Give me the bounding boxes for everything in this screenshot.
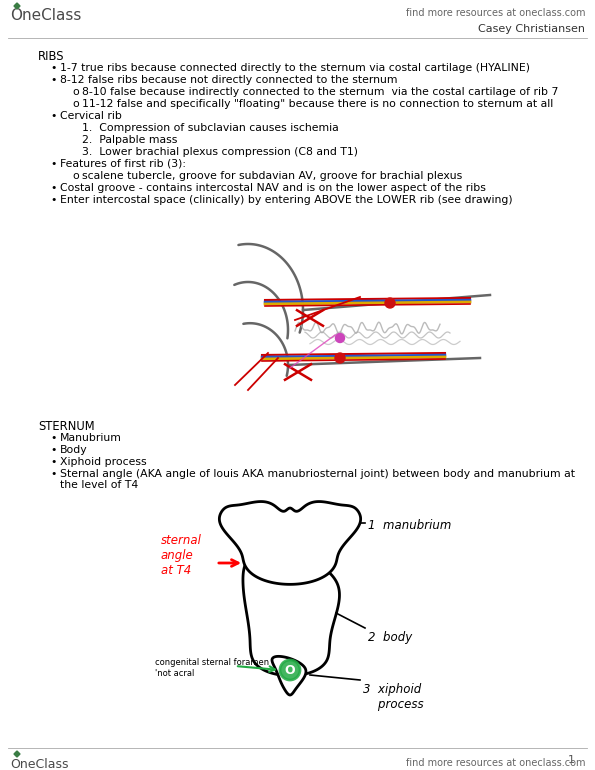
Text: find more resources at oneclass.com: find more resources at oneclass.com <box>406 8 585 18</box>
Text: o: o <box>72 87 79 97</box>
Text: Xiphoid process: Xiphoid process <box>60 457 146 467</box>
Text: 11-12 false and specifically "floating" because there is no connection to sternu: 11-12 false and specifically "floating" … <box>82 99 553 109</box>
Text: •: • <box>50 469 57 479</box>
Text: o: o <box>72 99 79 109</box>
Text: Costal groove - contains intercostal NAV and is on the lower aspect of the ribs: Costal groove - contains intercostal NAV… <box>60 183 486 193</box>
Polygon shape <box>14 751 20 757</box>
Text: OneClass: OneClass <box>10 758 68 770</box>
Text: 8-10 false because indirectly connected to the sternum  via the costal cartilage: 8-10 false because indirectly connected … <box>82 87 558 97</box>
Polygon shape <box>243 551 340 675</box>
Polygon shape <box>14 3 20 9</box>
Text: Manubrium: Manubrium <box>60 433 122 443</box>
Text: sternal
angle
at T4: sternal angle at T4 <box>161 534 202 577</box>
Circle shape <box>335 353 345 363</box>
Circle shape <box>280 660 300 680</box>
Circle shape <box>385 298 395 308</box>
Text: congenital sternal foramen
'not acral: congenital sternal foramen 'not acral <box>155 658 269 678</box>
Text: 1.  Compression of subclavian causes ischemia: 1. Compression of subclavian causes isch… <box>82 123 339 133</box>
Text: Enter intercostal space (clinically) by entering ABOVE the LOWER rib (see drawin: Enter intercostal space (clinically) by … <box>60 195 513 205</box>
Text: scalene tubercle, groove for subdavian AV, groove for brachial plexus: scalene tubercle, groove for subdavian A… <box>82 171 462 181</box>
Text: •: • <box>50 75 57 85</box>
Text: •: • <box>50 63 57 73</box>
Text: 1-7 true ribs because connected directly to the sternum via costal cartilage (HY: 1-7 true ribs because connected directly… <box>60 63 530 73</box>
Text: RIBS: RIBS <box>38 50 64 63</box>
Text: 2.  Palpable mass: 2. Palpable mass <box>82 135 177 145</box>
Text: the level of T4: the level of T4 <box>60 480 138 490</box>
Text: •: • <box>50 183 57 193</box>
Text: STERNUM: STERNUM <box>38 420 95 433</box>
Text: 8-12 false ribs because not directly connected to the sternum: 8-12 false ribs because not directly con… <box>60 75 397 85</box>
Text: Body: Body <box>60 445 87 455</box>
Text: OneClass: OneClass <box>10 8 82 23</box>
Text: 1: 1 <box>568 755 575 765</box>
Text: •: • <box>50 111 57 121</box>
Circle shape <box>336 333 345 343</box>
Text: 2  body: 2 body <box>368 631 412 644</box>
Text: •: • <box>50 159 57 169</box>
Text: o: o <box>72 171 79 181</box>
Text: •: • <box>50 445 57 455</box>
Text: 1  manubrium: 1 manubrium <box>368 519 452 532</box>
Text: O: O <box>284 664 295 677</box>
Polygon shape <box>220 501 361 584</box>
Text: find more resources at oneclass.com: find more resources at oneclass.com <box>406 758 585 768</box>
Text: Features of first rib (3):: Features of first rib (3): <box>60 159 186 169</box>
Polygon shape <box>272 656 306 695</box>
Text: Cervical rib: Cervical rib <box>60 111 122 121</box>
Text: Sternal angle (AKA angle of louis AKA manubriosternal joint) between body and ma: Sternal angle (AKA angle of louis AKA ma… <box>60 469 575 479</box>
Text: •: • <box>50 195 57 205</box>
Text: 3.  Lower brachial plexus compression (C8 and T1): 3. Lower brachial plexus compression (C8… <box>82 147 358 157</box>
Text: •: • <box>50 457 57 467</box>
Text: Casey Christiansen: Casey Christiansen <box>478 24 585 34</box>
Text: 3  xiphoid
    process: 3 xiphoid process <box>363 683 424 711</box>
Text: •: • <box>50 433 57 443</box>
